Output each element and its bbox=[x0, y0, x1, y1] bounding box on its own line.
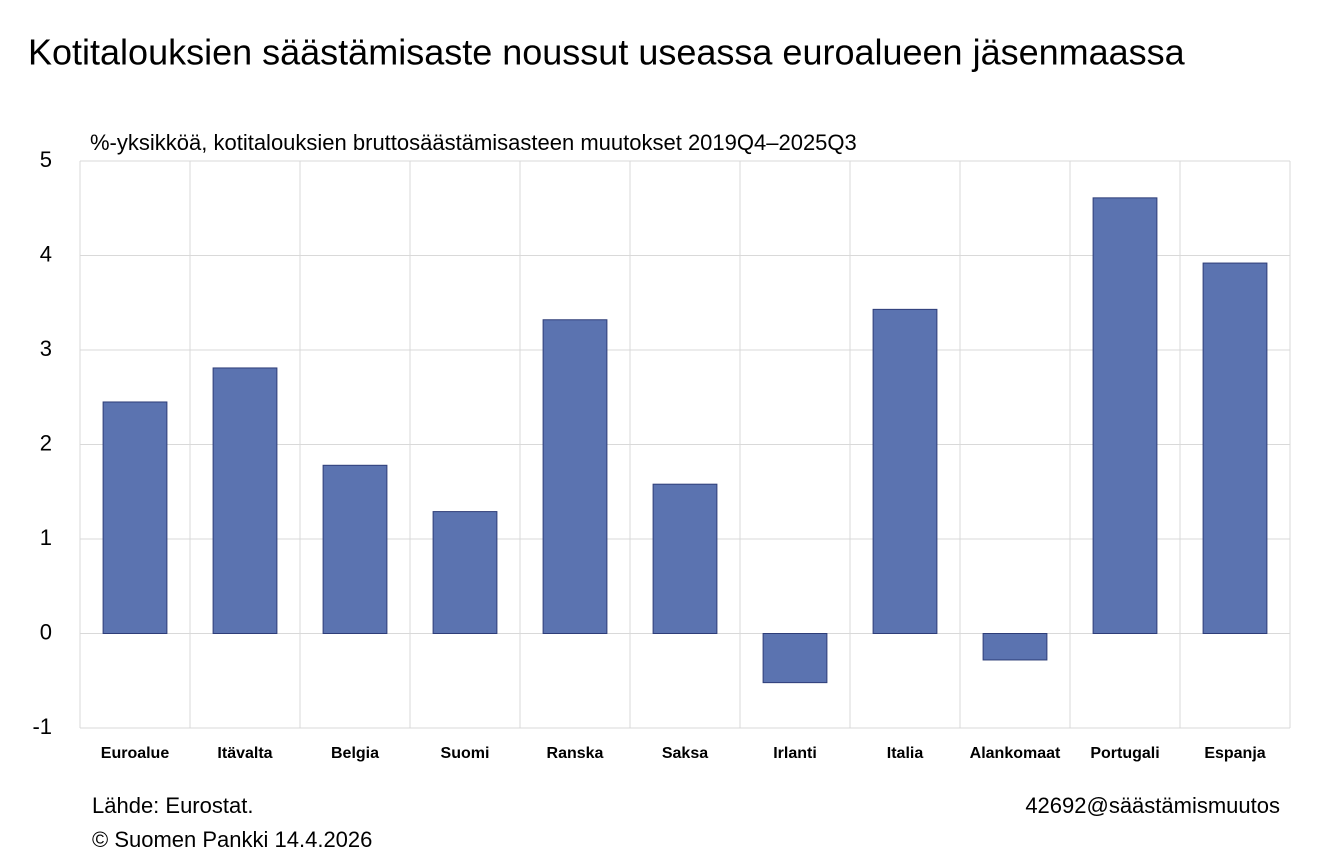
y-tick-label: 1 bbox=[40, 525, 52, 550]
copyright-note: © Suomen Pankki 14.4.2026 bbox=[92, 827, 372, 852]
bar bbox=[102, 401, 168, 634]
y-tick-label: 4 bbox=[40, 241, 52, 266]
y-tick-label: -1 bbox=[32, 714, 52, 739]
bar bbox=[542, 319, 608, 634]
x-tick-label: Euroalue bbox=[101, 745, 170, 762]
bar bbox=[1092, 197, 1158, 634]
y-tick-label: 0 bbox=[40, 619, 52, 644]
x-tick-label: Espanja bbox=[1204, 745, 1265, 762]
x-tick-label: Saksa bbox=[662, 745, 708, 762]
x-tick-label: Italia bbox=[887, 745, 924, 762]
bar bbox=[432, 511, 498, 634]
x-tick-label: Suomi bbox=[441, 745, 490, 762]
x-tick-label: Portugali bbox=[1090, 745, 1159, 762]
y-tick-label: 2 bbox=[40, 430, 52, 455]
source-note: Lähde: Eurostat. bbox=[92, 793, 253, 818]
chart-subtitle: %-yksikköä, kotitalouksien bruttosäästäm… bbox=[90, 130, 857, 155]
x-tick-label: Ranska bbox=[547, 745, 604, 762]
chart-code: 42692@säästämismuutos bbox=[1025, 793, 1280, 818]
x-tick-label: Alankomaat bbox=[970, 745, 1061, 762]
x-tick-label: Irlanti bbox=[773, 745, 817, 762]
bar bbox=[322, 464, 388, 635]
x-tick-label: Itävalta bbox=[217, 745, 272, 762]
y-tick-label: 3 bbox=[40, 336, 52, 361]
x-tick-label: Belgia bbox=[331, 745, 379, 762]
bar bbox=[212, 367, 278, 634]
bar bbox=[652, 483, 718, 634]
bar bbox=[1202, 262, 1268, 634]
bar bbox=[872, 308, 938, 634]
y-tick-label: 5 bbox=[40, 147, 52, 172]
bar bbox=[982, 633, 1048, 661]
bar bbox=[762, 633, 828, 684]
chart-title: Kotitalouksien säästämisaste noussut use… bbox=[28, 32, 1186, 73]
